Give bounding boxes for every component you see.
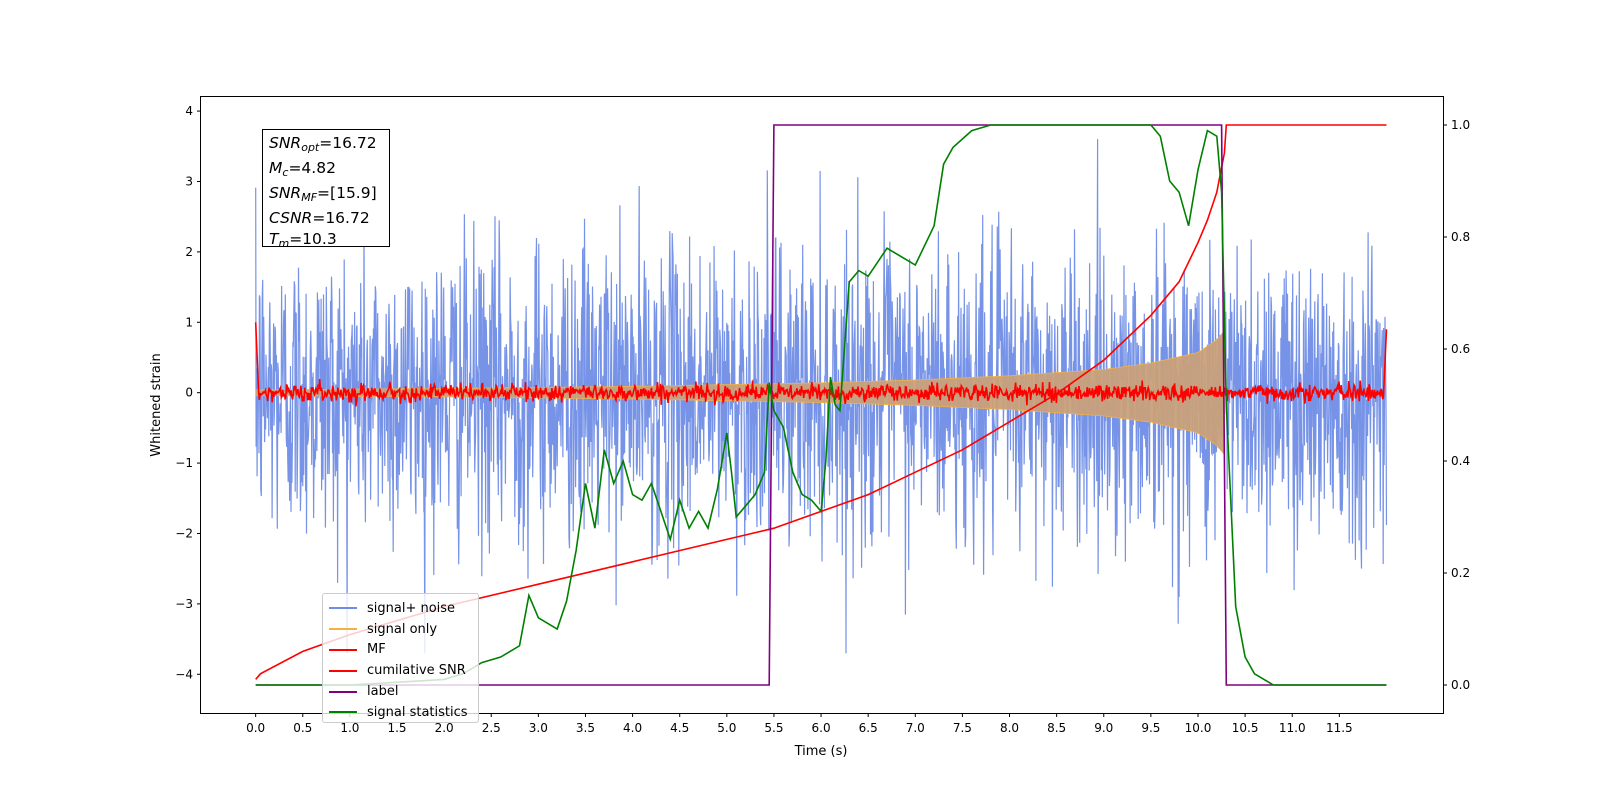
x-tick-label: 3.0 [529,721,548,735]
x-tick-label: 3.5 [576,721,595,735]
x-tick-label: 10.5 [1232,721,1259,735]
x-tick-label: 9.5 [1141,721,1160,735]
y-tick-label: 0 [185,386,193,400]
x-tick-label: 7.5 [953,721,972,735]
series-layer [254,124,1388,686]
y-right-tick-label: 0.6 [1451,342,1470,356]
y-right-tick-label: 0.2 [1451,566,1470,580]
x-tick-label: 7.0 [906,721,925,735]
tm-annotation: Tm=10.3 [269,230,337,250]
y-right-tick-label: 0.4 [1451,454,1470,468]
x-tick-label: 1.0 [340,721,359,735]
x-tick-label: 5.5 [764,721,783,735]
y-tick-label: 2 [185,245,193,259]
y-tick-label: 3 [185,174,193,188]
y-tick-label: −2 [175,526,193,540]
x-tick-label: 11.0 [1279,721,1306,735]
legend-swatch [329,628,357,631]
legend-item: signal statistics [329,702,472,723]
x-tick-label: 5.0 [717,721,736,735]
legend-item: signal only [329,619,472,640]
snr-opt-annotation: SNRopt=16.72 [269,134,377,154]
csnr-annotation: CSNR=16.72 [269,209,370,227]
axes-layer: 0.0 0.5 1.0 1.5 2.0 2.5 3.0 3.5 4.0 4.5 5.0 5.5 6.0 6… [175,104,1470,735]
legend-swatch [329,607,357,610]
legend-swatch [329,690,357,693]
y-tick-label: −4 [175,667,193,681]
legend: signal+ noise signal only MF cumilative … [322,593,479,723]
x-tick-label: 6.5 [859,721,878,735]
x-tick-label: 4.0 [623,721,642,735]
x-tick-label: 0.0 [246,721,265,735]
legend-item: cumilative SNR [329,660,472,681]
legend-label: signal+ noise [367,600,456,616]
legend-item: signal+ noise [329,598,472,619]
y-tick-label: 1 [185,315,193,329]
x-axis-label: Time (s) [794,744,848,759]
signal-statistics-line [255,124,1387,686]
x-tick-label: 2.0 [435,721,454,735]
x-tick-label: 11.5 [1326,721,1353,735]
y-right-tick-label: 1.0 [1451,118,1470,132]
x-tick-label: 6.0 [812,721,831,735]
signal-noise-line [255,139,1388,654]
x-tick-label: 2.5 [482,721,501,735]
x-tick-label: 9.0 [1094,721,1113,735]
legend-label: signal statistics [367,704,468,720]
y-right-tick-label: 0.0 [1451,678,1470,692]
x-tick-label: 10.0 [1185,721,1212,735]
legend-item: label [329,681,472,702]
x-tick-label: 0.5 [293,721,312,735]
mf-line [254,322,1388,407]
x-tick-label: 1.5 [387,721,406,735]
y-right-tick-label: 0.8 [1451,230,1470,244]
legend-swatch [329,669,357,672]
snr-mf-annotation: SNRMF=[15.9] [269,184,377,204]
legend-label: cumilative SNR [367,663,466,679]
y-tick-label: 4 [185,104,193,118]
x-tick-label: 8.0 [1000,721,1019,735]
legend-label: signal only [367,621,438,637]
legend-swatch [329,711,357,714]
y-axis-label: Whitened strain [149,353,164,456]
legend-item: MF [329,640,472,661]
legend-swatch [329,648,357,651]
legend-label: MF [367,642,386,658]
plot-frame [200,96,1444,714]
mc-annotation: Mc=4.82 [269,159,336,179]
y-tick-label: −1 [175,456,193,470]
legend-label: label [367,684,399,700]
stats-annotation-box: SNRopt=16.72 Mc=4.82 SNRMF=[15.9] CSNR=1… [262,129,390,250]
y-tick-label: −3 [175,597,193,611]
x-tick-label: 8.5 [1047,721,1066,735]
x-tick-label: 4.5 [670,721,689,735]
